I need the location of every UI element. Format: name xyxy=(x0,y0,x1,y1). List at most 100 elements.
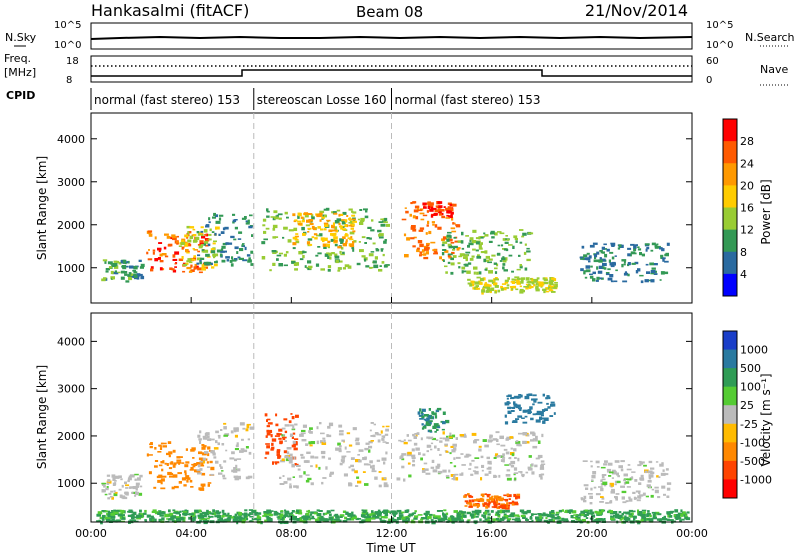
heatmap-cell xyxy=(646,247,650,250)
heatmap-cell xyxy=(639,513,643,517)
heatmap-cell xyxy=(526,247,530,250)
heatmap-cell xyxy=(120,260,125,264)
heatmap-cell xyxy=(103,484,106,488)
heatmap-cell xyxy=(267,418,271,421)
heatmap-cell xyxy=(292,425,295,430)
heatmap-cell xyxy=(187,231,190,235)
heatmap-cell xyxy=(464,500,469,503)
heatmap-cell xyxy=(158,474,163,478)
heatmap-cell xyxy=(642,511,645,516)
heatmap-cell xyxy=(169,267,173,270)
heatmap-cell xyxy=(536,281,541,283)
heatmap-cell xyxy=(222,477,227,480)
heatmap-cell xyxy=(339,225,344,228)
heatmap-cell xyxy=(443,206,446,208)
heatmap-cell xyxy=(199,516,205,519)
heatmap-cell xyxy=(317,226,321,229)
heatmap-cell xyxy=(178,463,181,465)
heatmap-cell xyxy=(266,511,269,514)
heatmap-cell xyxy=(481,291,484,295)
heatmap-cell xyxy=(215,430,219,434)
heatmap-cell xyxy=(502,263,506,266)
heatmap-cell xyxy=(607,510,610,514)
heatmap-cell xyxy=(218,436,221,439)
heatmap-cell xyxy=(670,511,673,514)
heatmap-cell xyxy=(412,464,416,467)
heatmap-cell xyxy=(176,456,181,459)
y-tick-label: 3000 xyxy=(57,383,85,396)
heatmap-cell xyxy=(248,509,254,511)
heatmap-cell xyxy=(529,406,533,410)
heatmap-cell xyxy=(625,518,628,522)
heatmap-cell xyxy=(247,219,250,224)
heatmap-cell xyxy=(449,452,452,455)
heatmap-cell xyxy=(516,519,521,522)
heatmap-cell xyxy=(357,454,360,456)
heatmap-cell xyxy=(496,514,501,516)
heatmap-cell xyxy=(530,431,535,435)
heatmap-cell xyxy=(667,514,671,518)
heatmap-cell xyxy=(506,519,511,523)
heatmap-cell xyxy=(200,243,204,248)
heatmap-cell xyxy=(502,516,506,520)
heatmap-cell xyxy=(145,520,148,523)
heatmap-cell xyxy=(375,248,380,252)
power-heatmap xyxy=(101,201,670,295)
heatmap-cell xyxy=(173,511,178,514)
heatmap-cell xyxy=(382,425,385,428)
heatmap-cell xyxy=(157,512,162,515)
heatmap-cell xyxy=(202,460,206,464)
heatmap-cell xyxy=(298,475,303,478)
heatmap-cell xyxy=(469,513,475,517)
heatmap-cell xyxy=(234,434,238,438)
heatmap-cell xyxy=(285,513,288,516)
heatmap-cell xyxy=(661,248,665,252)
heatmap-cell xyxy=(547,406,551,409)
heatmap-cell xyxy=(584,257,590,259)
heatmap-cell xyxy=(561,517,565,522)
heatmap-cell xyxy=(331,229,337,232)
heatmap-cell xyxy=(352,230,356,233)
heatmap-cell xyxy=(601,246,605,250)
heatmap-cell xyxy=(526,250,531,253)
heatmap-cell xyxy=(295,240,300,244)
heatmap-cell xyxy=(152,249,156,252)
heatmap-cell xyxy=(448,245,453,249)
heatmap-cell xyxy=(610,490,615,494)
heatmap-cell xyxy=(649,262,654,266)
heatmap-cell xyxy=(437,463,441,468)
heatmap-cell xyxy=(107,512,112,515)
heatmap-cell xyxy=(596,511,602,515)
heatmap-cell xyxy=(549,283,554,285)
heatmap-cell xyxy=(626,486,631,488)
heatmap-cell xyxy=(286,447,292,450)
heatmap-cell xyxy=(551,291,556,293)
heatmap-cell xyxy=(351,218,356,221)
heatmap-cell xyxy=(537,454,543,458)
heatmap-cell xyxy=(537,401,543,404)
heatmap-cell xyxy=(133,273,137,276)
heatmap-cell xyxy=(412,215,416,219)
heatmap-cell xyxy=(474,457,480,459)
heatmap-cell xyxy=(320,432,325,435)
heatmap-cell xyxy=(230,516,234,518)
heatmap-cell xyxy=(189,261,193,264)
heatmap-cell xyxy=(655,511,660,515)
heatmap-cell xyxy=(468,505,473,508)
heatmap-cell xyxy=(398,512,403,515)
heatmap-cell xyxy=(346,432,351,435)
heatmap-cell xyxy=(188,270,193,273)
heatmap-cell xyxy=(507,406,511,410)
heatmap-cell xyxy=(608,475,612,477)
heatmap-cell xyxy=(172,464,176,468)
heatmap-cell xyxy=(271,442,274,446)
heatmap-cell xyxy=(242,427,246,430)
heatmap-cell xyxy=(683,513,687,517)
heatmap-cell xyxy=(583,515,587,518)
heatmap-cell xyxy=(479,277,484,282)
heatmap-cell xyxy=(372,464,375,468)
heatmap-cell xyxy=(225,519,231,521)
heatmap-cell xyxy=(437,205,443,208)
heatmap-cell xyxy=(314,456,319,459)
heatmap-cell xyxy=(490,434,493,438)
